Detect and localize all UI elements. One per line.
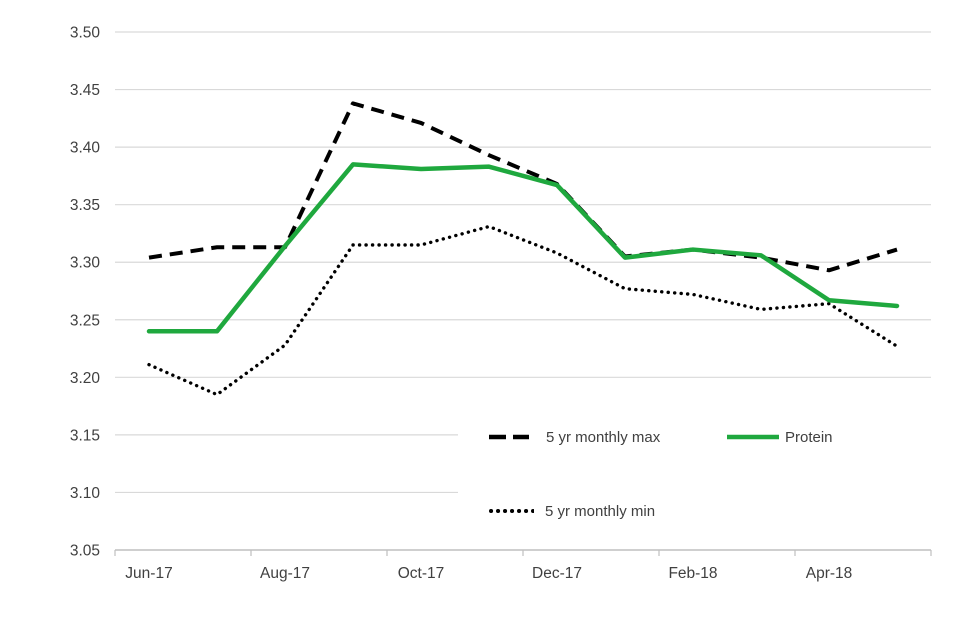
x-axis-tick-label: Oct-17 (398, 565, 445, 582)
y-axis-tick-label: 3.50 (70, 25, 101, 42)
chart-legend: 5 yr monthly max Protein 5 yr monthly mi… (458, 423, 935, 541)
protein-line-swatch (727, 434, 779, 440)
x-axis-tick-label: Dec-17 (532, 565, 582, 582)
legend-label-protein: Protein (785, 428, 833, 446)
y-axis-tick-label: 3.25 (70, 312, 100, 329)
series-line-5-yr-monthly-max (148, 101, 898, 273)
series-line-5-yr-monthly-min (147, 224, 899, 397)
y-axis-tick-label: 3.35 (70, 197, 100, 214)
y-axis-tick-label: 3.40 (70, 140, 101, 157)
legend-item-min: 5 yr monthly min (489, 497, 655, 525)
dashed-line-swatch (489, 434, 529, 440)
legend-item-protein: Protein (727, 423, 833, 451)
y-axis-tick-label: 3.45 (70, 82, 100, 99)
dotted-line-swatch (489, 509, 534, 513)
y-axis-tick-label: 3.30 (70, 255, 101, 272)
x-axis-tick-label: Apr-18 (806, 565, 853, 582)
y-axis-tick-label: 3.15 (70, 427, 100, 444)
legend-label-min: 5 yr monthly min (545, 502, 656, 520)
x-axis-tick-label: Jun-17 (125, 565, 172, 582)
x-axis-tick-label: Feb-18 (668, 565, 717, 582)
y-axis-tick-label: 3.05 (70, 543, 100, 560)
y-axis-tick-label: 3.10 (70, 485, 101, 502)
series-line-protein (146, 162, 900, 334)
x-axis-tick-label: Aug-17 (260, 565, 310, 582)
legend-label-max: 5 yr monthly max (546, 428, 661, 446)
legend-item-max: 5 yr monthly max (489, 423, 660, 451)
y-axis-tick-label: 3.20 (70, 370, 101, 387)
